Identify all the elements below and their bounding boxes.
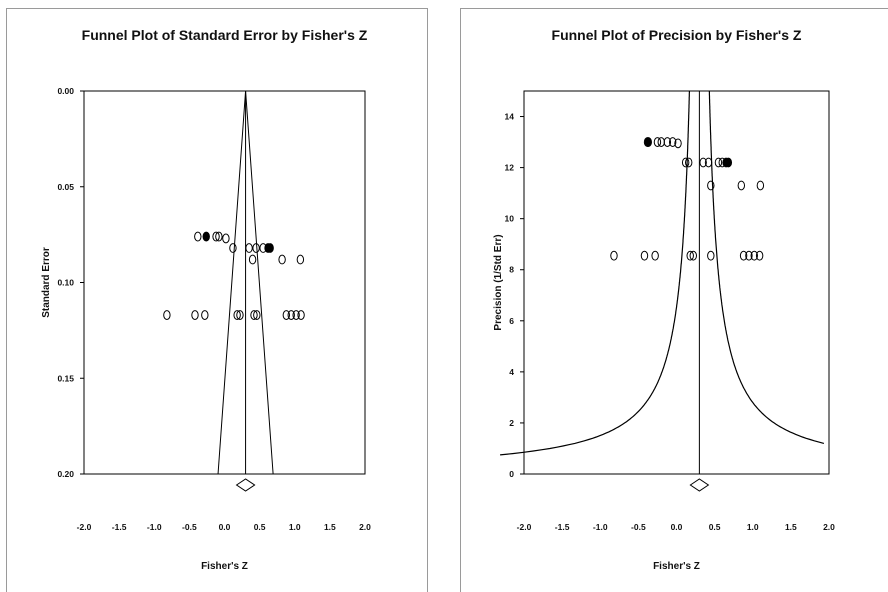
x-tick-label: 0.5: [254, 522, 266, 532]
imputed-study-point: [724, 157, 733, 168]
study-point: [253, 310, 261, 320]
x-tick-label: -1.0: [147, 522, 162, 532]
study-point: [287, 310, 295, 320]
study-point: [297, 310, 305, 320]
study-point: [651, 250, 659, 261]
x-tick-label: -1.5: [555, 522, 570, 532]
study-point: [707, 180, 715, 191]
study-point: [653, 137, 662, 147]
study-point: [689, 250, 697, 261]
study-point: [194, 231, 202, 242]
y-axis-label: Standard Error: [41, 247, 52, 318]
study-point: [663, 137, 672, 147]
study-point: [704, 157, 713, 168]
y-tick-label: 0.05: [57, 182, 74, 192]
study-point: [296, 254, 305, 265]
study-point: [215, 231, 223, 242]
funnel-boundary: [217, 90, 274, 475]
x-axis-label: Fisher's Z: [653, 561, 700, 572]
study-point: [245, 243, 253, 253]
study-point: [229, 243, 237, 253]
study-point: [212, 231, 220, 242]
x-tick-label: -2.0: [77, 522, 92, 532]
x-tick-label: -1.5: [112, 522, 127, 532]
x-tick-label: 2.0: [359, 522, 371, 532]
study-point: [737, 180, 746, 191]
y-tick-label: 10: [505, 214, 515, 224]
study-point: [250, 310, 258, 320]
x-tick-label: 1.0: [289, 522, 301, 532]
y-tick-label: 0.15: [57, 373, 74, 383]
study-point: [657, 137, 665, 147]
study-point: [640, 250, 649, 261]
y-tick-label: 0.00: [57, 86, 74, 96]
x-tick-label: 1.5: [785, 522, 797, 532]
x-tick-label: 2.0: [823, 522, 835, 532]
y-tick-label: 2: [509, 418, 514, 428]
study-point: [201, 310, 209, 320]
y-tick-label: 8: [509, 265, 514, 275]
left-chart-panel: Funnel Plot of Standard Error by Fisher'…: [6, 8, 428, 592]
plot-frame: [523, 90, 830, 475]
study-point: [610, 250, 618, 261]
study-point: [739, 250, 748, 261]
x-tick-label: 0.0: [671, 522, 683, 532]
y-tick-label: 12: [505, 163, 515, 173]
study-point: [686, 250, 694, 261]
x-tick-label: -0.5: [182, 522, 197, 532]
study-point: [191, 310, 199, 320]
chart-title: Funnel Plot of Standard Error by Fisher'…: [82, 27, 368, 43]
study-point: [233, 310, 241, 320]
study-point: [278, 254, 286, 265]
study-point: [755, 250, 764, 261]
x-tick-label: 1.0: [747, 522, 759, 532]
study-point: [714, 157, 723, 168]
study-point: [282, 310, 291, 320]
x-tick-label: 0.5: [709, 522, 721, 532]
x-tick-label: 1.5: [324, 522, 336, 532]
x-tick-label: 0.0: [219, 522, 231, 532]
y-tick-label: 6: [509, 316, 514, 326]
study-point: [681, 157, 690, 168]
study-point: [236, 310, 244, 320]
imputed-study-point: [644, 137, 652, 147]
imputed-study-point: [202, 231, 210, 242]
study-point: [674, 138, 682, 149]
x-axis-label: Fisher's Z: [201, 561, 248, 572]
x-tick-label: -1.0: [593, 522, 608, 532]
study-point: [292, 310, 300, 320]
funnel-boundary-left: [500, 91, 690, 456]
y-axis-label: Precision (1/Std Err): [493, 234, 504, 330]
imputed-study-point: [266, 243, 274, 253]
y-tick-label: 0: [509, 469, 514, 479]
y-tick-label: 14: [505, 112, 515, 122]
right-chart-panel: Funnel Plot of Precision by Fisher's Z 0 2…: [460, 8, 888, 592]
summary-diamond: [689, 478, 710, 492]
study-point: [248, 254, 257, 265]
plot-frame: [83, 90, 366, 475]
chart-title: Funnel Plot of Precision by Fisher's Z: [552, 27, 802, 43]
study-point: [668, 137, 677, 147]
study-point: [707, 250, 715, 261]
y-tick-label: 0.10: [57, 278, 74, 288]
x-tick-label: -0.5: [631, 522, 646, 532]
y-tick-label: 4: [509, 367, 514, 377]
study-point: [685, 157, 693, 168]
study-point: [252, 243, 260, 253]
study-point: [699, 157, 707, 168]
study-point: [750, 250, 758, 261]
y-tick-label: 0.20: [57, 469, 74, 479]
precision-funnel-plot: Funnel Plot of Precision by Fisher's Z 0 2…: [493, 27, 835, 572]
study-point: [163, 310, 171, 320]
study-point: [745, 250, 753, 261]
study-point: [222, 233, 230, 244]
funnel-boundary-right: [708, 90, 825, 444]
summary-diamond: [235, 478, 256, 492]
study-point: [756, 180, 765, 191]
x-tick-label: -2.0: [517, 522, 532, 532]
standard-error-funnel-plot: Funnel Plot of Standard Error by Fisher'…: [41, 27, 371, 572]
